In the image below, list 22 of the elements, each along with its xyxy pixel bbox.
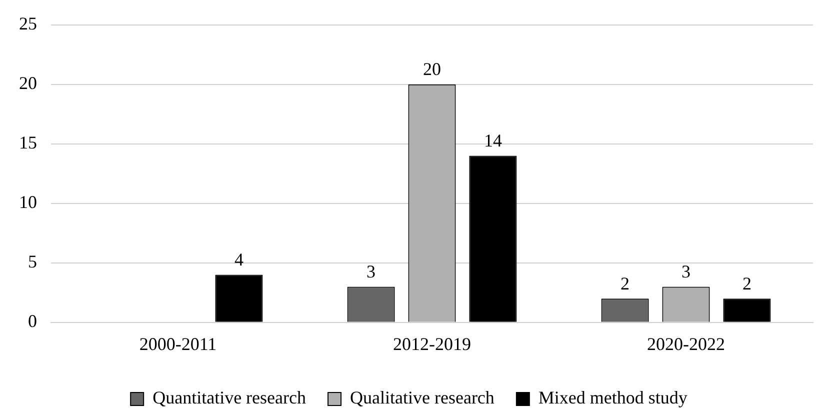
data-label: 2	[620, 273, 630, 294]
x-tick-label: 2012-2019	[393, 334, 471, 354]
x-tick-label: 2020-2022	[647, 334, 725, 354]
data-label: 14	[484, 130, 502, 150]
data-label: 2	[742, 273, 752, 294]
bar	[723, 298, 771, 322]
y-tick-label: 20	[19, 73, 37, 94]
y-tick-label: 15	[19, 132, 37, 153]
data-label: 3	[366, 261, 376, 282]
y-tick-label: 5	[28, 252, 37, 272]
data-label: 3	[682, 261, 690, 282]
legend-label: Mixed method study	[538, 388, 688, 408]
bar	[215, 274, 263, 322]
y-tick-label: 25	[19, 14, 37, 34]
data-label: 4	[234, 250, 244, 270]
x-tick-label: 2000-2011	[139, 334, 217, 354]
legend-label: Quantitative research	[152, 388, 306, 408]
legend-label: Qualitative research	[350, 388, 494, 408]
y-tick-label: 10	[19, 192, 37, 212]
y-tick-label: 0	[28, 311, 37, 332]
data-label: 20	[423, 59, 441, 80]
bar	[469, 156, 517, 322]
